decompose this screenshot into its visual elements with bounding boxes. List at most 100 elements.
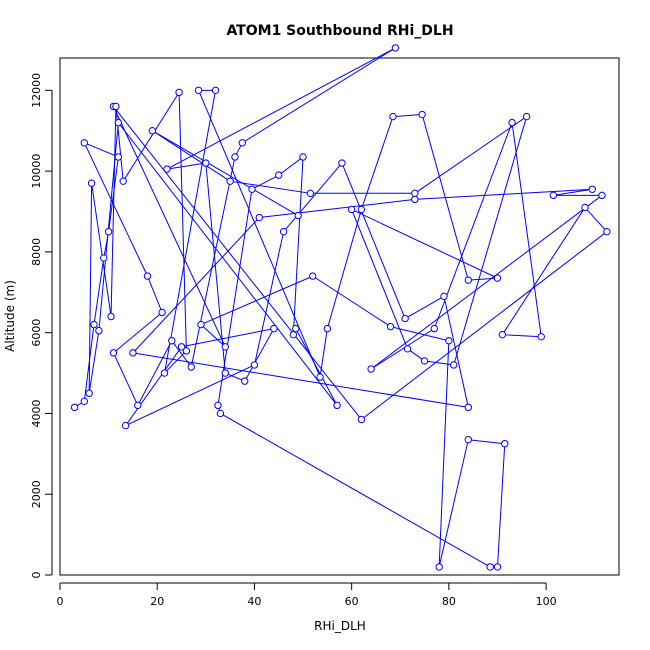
series-segment <box>370 194 603 370</box>
data-point <box>522 112 531 121</box>
series-segment <box>88 330 100 394</box>
data-point <box>389 112 397 121</box>
series-segment <box>137 340 173 406</box>
y-axis: 0 2000 4000 6000 8000 10000 12000 <box>30 73 53 579</box>
series-segment <box>200 275 313 326</box>
data-point <box>160 369 169 377</box>
series-segment <box>181 328 274 348</box>
series-segment <box>166 47 396 170</box>
data-point <box>202 159 210 167</box>
series-segment <box>468 277 498 281</box>
data-point <box>134 401 142 410</box>
series-segment <box>164 350 187 374</box>
data-point <box>80 139 89 147</box>
data-point <box>333 401 341 410</box>
series-segment <box>113 352 139 406</box>
series-segment <box>205 162 226 374</box>
series-segment <box>113 106 362 420</box>
data-point <box>163 165 171 173</box>
series-segment <box>414 116 527 194</box>
series-segment <box>501 207 586 335</box>
series-segment <box>147 275 163 313</box>
data-point <box>445 337 453 345</box>
series-segment <box>217 189 253 406</box>
series-segment <box>295 328 338 406</box>
data-point <box>121 421 130 430</box>
data-point <box>486 563 494 571</box>
data-point <box>464 276 473 284</box>
series-segment <box>253 231 285 366</box>
series-lines <box>74 47 608 568</box>
data-point <box>493 274 502 282</box>
data-point <box>411 189 419 198</box>
y-tick-label: 2000 <box>30 480 43 508</box>
data-point <box>464 403 473 412</box>
data-point <box>194 86 203 95</box>
data-point <box>182 347 191 355</box>
series-points <box>70 44 611 571</box>
series-segment <box>496 443 506 567</box>
chart-title: ATOM1 Southbound RHi_DLH <box>226 23 453 39</box>
series-segment <box>113 106 226 348</box>
series-segment <box>93 257 105 325</box>
data-point <box>549 191 558 200</box>
data-point <box>347 205 356 214</box>
series-segment <box>292 156 304 335</box>
series-segment <box>424 360 454 366</box>
data-point <box>119 177 127 185</box>
data-point <box>279 227 288 236</box>
series-segment <box>171 340 192 368</box>
series-segment <box>251 174 279 190</box>
y-tick-label: 12000 <box>30 73 43 108</box>
data-point <box>109 349 118 357</box>
series-segment <box>404 295 445 319</box>
data-point <box>114 118 123 127</box>
data-point <box>598 191 606 200</box>
data-point <box>440 292 448 301</box>
data-point <box>386 322 395 331</box>
data-point <box>508 118 516 127</box>
x-tick-label: 60 <box>345 595 359 608</box>
series-segment <box>122 92 180 182</box>
data-point <box>226 177 234 185</box>
data-point <box>143 272 152 280</box>
series-segment <box>152 130 231 182</box>
series-segment <box>351 209 498 279</box>
data-point <box>357 415 366 424</box>
series-segment <box>84 142 119 158</box>
series-segment <box>244 328 275 382</box>
data-point <box>238 139 246 147</box>
series-segment <box>584 207 608 233</box>
y-axis-label: Altitude (m) <box>3 280 17 352</box>
data-point <box>270 324 278 333</box>
series-segment <box>132 352 469 408</box>
series-segment <box>83 142 148 277</box>
data-point <box>430 324 438 333</box>
series-segment <box>278 156 304 176</box>
data-point <box>211 86 220 95</box>
data-point <box>603 227 611 236</box>
data-point <box>158 308 166 317</box>
data-point <box>403 345 412 353</box>
data-point <box>114 153 123 161</box>
data-point <box>357 205 366 214</box>
data-point <box>221 369 229 377</box>
series-segment <box>361 231 608 420</box>
data-point <box>175 88 183 97</box>
data-point <box>401 314 409 323</box>
data-point <box>411 195 419 204</box>
data-point <box>85 389 93 397</box>
series-segment <box>443 296 469 408</box>
data-point <box>148 127 157 135</box>
y-tick-label: 6000 <box>30 319 43 347</box>
series-segment <box>91 183 112 317</box>
data-point <box>87 179 96 187</box>
data-point <box>418 110 426 119</box>
data-point <box>255 213 263 222</box>
data-point <box>177 343 186 351</box>
series-segment <box>125 364 255 427</box>
series-segment <box>117 122 338 406</box>
data-point <box>309 272 317 280</box>
data-point <box>100 254 108 262</box>
